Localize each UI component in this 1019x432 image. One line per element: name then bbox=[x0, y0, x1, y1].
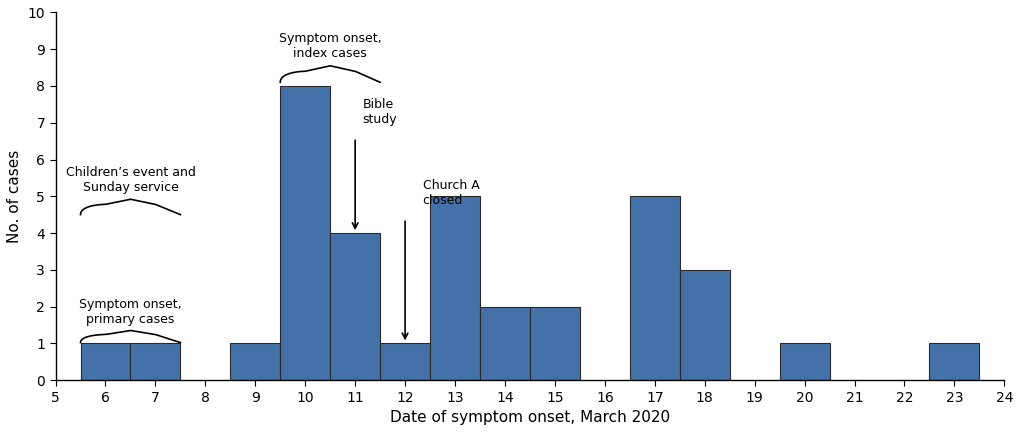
Bar bbox=[530, 307, 579, 380]
Bar bbox=[230, 343, 280, 380]
Bar bbox=[430, 196, 480, 380]
Bar bbox=[81, 343, 130, 380]
Text: Symptom onset,
primary cases: Symptom onset, primary cases bbox=[79, 298, 181, 326]
Y-axis label: No. of cases: No. of cases bbox=[7, 149, 22, 243]
Bar bbox=[779, 343, 828, 380]
Text: Bible
study: Bible study bbox=[363, 98, 396, 127]
Bar bbox=[629, 196, 679, 380]
Bar bbox=[330, 233, 380, 380]
Bar bbox=[480, 307, 530, 380]
Bar bbox=[928, 343, 978, 380]
Bar bbox=[280, 86, 330, 380]
X-axis label: Date of symptom onset, March 2020: Date of symptom onset, March 2020 bbox=[389, 410, 669, 425]
Text: Children’s event and
Sunday service: Children’s event and Sunday service bbox=[65, 166, 196, 194]
Text: Church A
closed: Church A closed bbox=[422, 179, 479, 207]
Bar bbox=[679, 270, 729, 380]
Bar bbox=[380, 343, 430, 380]
Bar bbox=[130, 343, 180, 380]
Text: Symptom onset,
index cases: Symptom onset, index cases bbox=[278, 32, 381, 60]
